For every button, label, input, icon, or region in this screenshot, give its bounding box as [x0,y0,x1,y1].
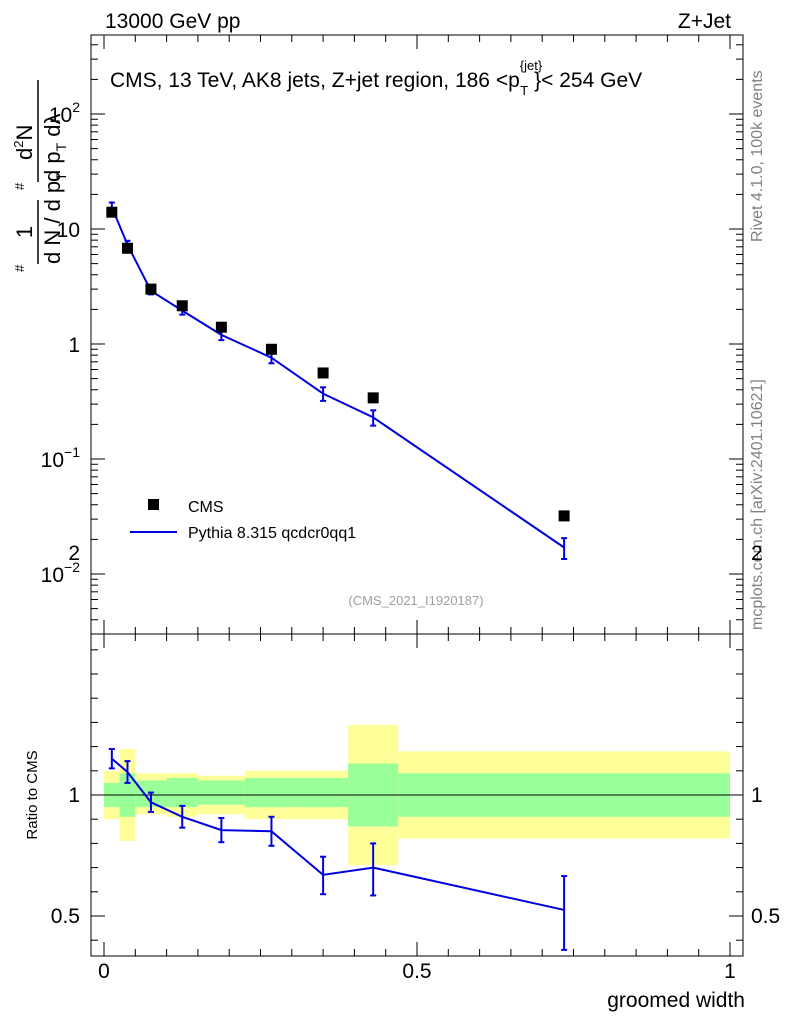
main-axis-ticks [91,35,743,634]
ratio-y-tick-label-right: 1 [751,784,763,807]
ratio-data-layer [108,748,568,951]
ratio-y-axis-label: Ratio to CMS [24,750,41,839]
cms-data-point [106,206,118,218]
chart-title: CMS, 13 TeV, AK8 jets, Z+jet region, 186… [110,58,642,98]
ratio-error-bar [124,760,131,784]
ylabel-num2: d2N [11,125,37,160]
mc-error-bar [370,409,377,427]
ratio-y-tick-label-right: 2 [751,542,763,565]
ylabel-den: d N / d pT [40,172,69,264]
main-y-tick-label: 102 [49,99,80,127]
ratio-axis-ticks [91,634,743,956]
ratio-error-bar [147,791,154,813]
ratio-y-tick-label: 2 [68,542,80,565]
header-energy-label: 13000 GeV pp [105,10,240,33]
x-tick-label: 0.5 [402,960,431,983]
ylabel-den2: d pT dλ [40,113,69,182]
cms-data-point [215,321,227,333]
main-y-tick-label: 10 [57,219,80,242]
x-tick-label: 0 [98,960,110,983]
ratio-y-tick-label: 0.5 [51,905,80,928]
ratio-band-inner [244,778,299,808]
ratio-error-bar [561,875,568,951]
main-panel: 10−2 10−1 1 10 102 (CMS_2021_I1920187) CMS, … [11,34,744,635]
main-y-tick-label: 10−1 [41,444,81,472]
cms-data-point [145,283,157,295]
ratio-band-inner [298,778,349,808]
chart-title-end: }< 254 GeV [534,69,642,92]
cms-data-point [265,343,277,355]
ratio-error-bar [370,842,377,897]
mcplots-info-label: mcplots.cern.ch [arXiv:2401.10621] [749,379,766,630]
ratio-band-inner [166,778,198,808]
legend: CMS Pythia 8.315 qcdcr0qq1 [130,499,356,542]
x-tick-label: 1 [724,960,736,983]
legend-cms-label: CMS [188,499,224,516]
legend-mc-label: Pythia 8.315 qcdcr0qq1 [188,525,356,542]
rivet-info-label: Rivet 4.1.0, 100k events [749,70,766,242]
mc-error-bar [561,537,568,561]
ylabel-hash-2: # [12,182,27,190]
mc-error-bar [320,386,327,402]
chart-title-sup: {jet} [520,58,543,73]
ratio-error-bar [320,855,327,896]
cms-data-point [558,510,570,522]
cms-data-point [121,242,133,254]
main-frame [90,34,744,635]
x-axis-label: groomed width [607,989,745,1012]
ratio-band-inner [197,780,245,805]
ratio-error-bar [268,815,275,847]
ratio-error-bar [218,816,225,844]
ylabel-num: 1 [12,226,37,238]
main-y-tick-label: 10−2 [41,559,81,587]
ratio-y-tick-label-right: 0.5 [751,905,780,928]
analysis-watermark: (CMS_2021_I1920187) [348,593,483,608]
ratio-error-bar [108,748,115,770]
main-y-axis-label: # 1 d N / d pT # d2N d pT dλ [11,80,69,272]
cms-data-point [317,367,329,379]
main-y-tick-label: 1 [68,334,80,357]
main-y-tick-labels: 10−2 10−1 1 10 102 [41,99,81,587]
legend-cms-marker [148,499,159,510]
cms-data-point [176,300,188,312]
chart-title-sub: T [520,83,528,98]
ratio-error-bar [179,804,186,829]
chart-title-main: CMS, 13 TeV, AK8 jets, Z+jet region, 186… [110,69,520,92]
ylabel-hash-1: # [12,264,27,272]
header-process-label: Z+Jet [678,10,731,33]
cms-data-point [367,392,379,404]
ratio-y-tick-label: 1 [68,784,80,807]
main-data-layer [106,201,570,561]
ratio-panel: 0.5 0.5 1 1 2 2 0 0.5 1 Ratio to CMS groomed wid… [24,542,780,1012]
ratio-frame [90,633,744,957]
mc-line [110,206,565,549]
ratio-tick-labels: 0.5 0.5 1 1 2 2 0 0.5 1 [51,542,780,983]
